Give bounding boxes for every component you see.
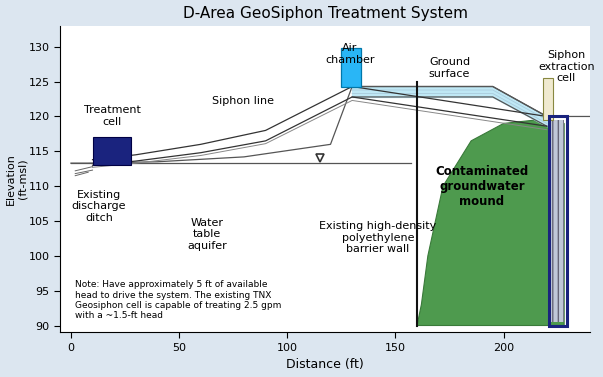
Bar — [543, 78, 554, 120]
Text: Siphon line: Siphon line — [212, 96, 274, 106]
Bar — [551, 120, 564, 322]
Text: Contaminated
groundwater
mound: Contaminated groundwater mound — [435, 165, 529, 208]
Bar — [551, 120, 564, 322]
Bar — [549, 116, 567, 325]
Text: Existing
discharge
ditch: Existing discharge ditch — [72, 190, 126, 223]
Text: Air
chamber: Air chamber — [325, 43, 374, 65]
Title: D-Area GeoSiphon Treatment System: D-Area GeoSiphon Treatment System — [183, 6, 467, 21]
Text: Existing high-density
polyethylene
barrier wall: Existing high-density polyethylene barri… — [320, 221, 437, 254]
Bar — [92, 137, 131, 165]
Polygon shape — [417, 120, 564, 325]
Text: Note: Have approximately 5 ft of available
head to drive the system. The existin: Note: Have approximately 5 ft of availab… — [75, 280, 282, 320]
Text: Ground
surface: Ground surface — [429, 57, 470, 79]
Text: Water
table
aquifer: Water table aquifer — [188, 218, 227, 251]
Text: Treatment
cell: Treatment cell — [84, 105, 140, 127]
X-axis label: Distance (ft): Distance (ft) — [286, 359, 364, 371]
Text: Siphon
extraction
cell: Siphon extraction cell — [538, 50, 595, 83]
Bar — [341, 48, 361, 86]
Y-axis label: Elevation
(ft-msl): Elevation (ft-msl) — [5, 153, 27, 205]
